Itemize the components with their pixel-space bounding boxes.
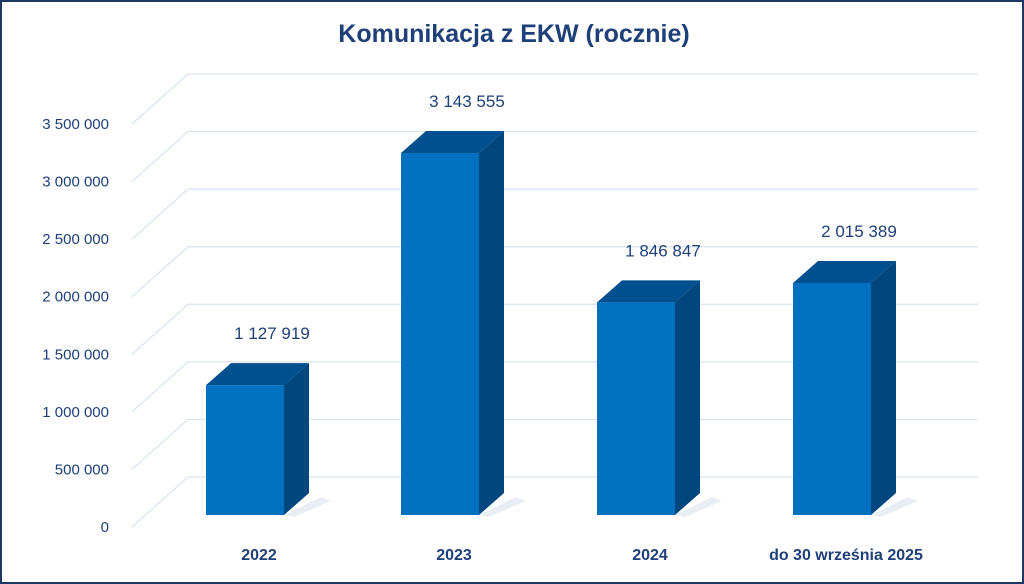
y-tick-label: 0 (101, 519, 109, 536)
bar-side (284, 363, 309, 515)
data-label: 2 015 389 (821, 222, 897, 241)
y-tick-label: 1 500 000 (42, 346, 109, 363)
bar (401, 153, 479, 515)
y-tick-label: 2 000 000 (42, 289, 109, 306)
y-tick-label: 3 000 000 (42, 174, 109, 191)
gridline (131, 188, 978, 240)
bar (793, 282, 871, 515)
gridline (131, 418, 978, 470)
x-category-label: do 30 września 2025 (769, 547, 923, 564)
bar-shadow (284, 497, 331, 517)
x-category-label: 2024 (632, 547, 668, 564)
data-label: 1 846 847 (625, 241, 701, 260)
data-label: 3 143 555 (429, 92, 505, 111)
x-category-label: 2022 (241, 547, 277, 564)
y-tick-label: 500 000 (55, 461, 109, 478)
bar-shadow (675, 497, 722, 517)
gridline (131, 246, 978, 298)
gridline (131, 130, 978, 183)
bar-shadow (479, 497, 526, 517)
y-tick-label: 2 500 000 (42, 231, 109, 248)
bar (206, 385, 284, 515)
gridline (131, 476, 978, 528)
gridline (131, 361, 978, 413)
bar (597, 302, 675, 515)
bar-top (401, 131, 504, 154)
bar-shadow (871, 497, 918, 517)
data-label: 1 127 919 (234, 324, 310, 343)
bar-side (479, 131, 504, 515)
bar-side (871, 260, 896, 515)
gridline (131, 73, 978, 125)
chart-title: Komunikacja z EKW (rocznie) (338, 20, 690, 48)
y-tick-label: 1 000 000 (42, 404, 109, 421)
bar-side (675, 280, 700, 515)
y-tick-label: 3 500 000 (42, 116, 109, 133)
bar-top (597, 280, 700, 303)
bar-top (793, 260, 896, 283)
gridline (131, 303, 978, 355)
x-category-label: 2023 (436, 547, 472, 564)
bar-top (206, 363, 309, 386)
